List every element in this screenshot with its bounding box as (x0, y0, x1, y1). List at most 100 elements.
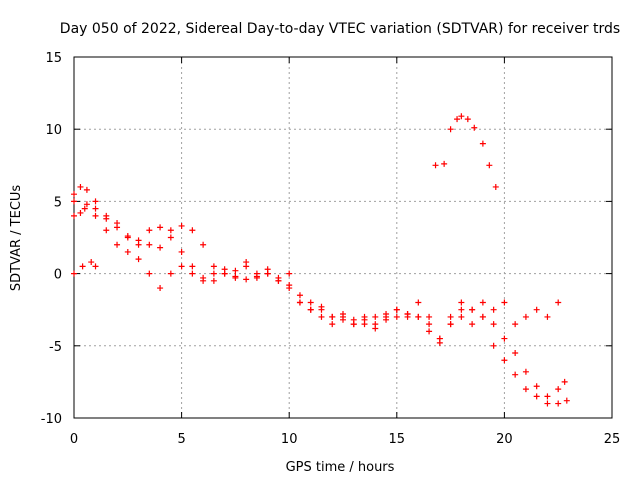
data-point (561, 378, 568, 385)
data-point (167, 234, 174, 241)
series-track-D (71, 259, 99, 277)
data-point (135, 237, 142, 244)
data-point (479, 313, 486, 320)
data-point (92, 212, 99, 219)
data-point (189, 227, 196, 234)
data-point (454, 116, 461, 123)
data-point (232, 267, 239, 274)
data-point (479, 299, 486, 306)
y-axis-label: SDTVAR / TECUs (9, 185, 24, 292)
data-point (296, 292, 303, 299)
data-point (522, 313, 529, 320)
data-point (210, 277, 217, 284)
y-tick-label: -10 (41, 412, 62, 427)
data-point (157, 285, 164, 292)
axis-ticks: 0 5 10 15 20 25 -10 -5 0 5 10 15 (41, 51, 621, 447)
data-point (432, 162, 439, 169)
data-point (350, 321, 357, 328)
data-point (441, 160, 448, 167)
data-point (471, 124, 478, 131)
data-point (458, 113, 465, 120)
data-point (426, 321, 433, 328)
data-point (103, 215, 110, 222)
data-point (447, 126, 454, 133)
data-point (383, 311, 390, 318)
chart-title: Day 050 of 2022, Sidereal Day-to-day VTE… (60, 21, 620, 37)
data-point (501, 299, 508, 306)
data-point (178, 222, 185, 229)
y-tick-label: 10 (45, 123, 62, 138)
plot-frame (73, 56, 613, 419)
data-point (146, 270, 153, 277)
data-point (83, 201, 90, 208)
data-point (189, 270, 196, 277)
data-point (436, 339, 443, 346)
data-point (458, 313, 465, 320)
data-point (555, 299, 562, 306)
x-tick-label: 10 (281, 432, 298, 447)
gridlines (74, 57, 612, 418)
data-point (318, 313, 325, 320)
data-point (157, 244, 164, 251)
data-point (103, 227, 110, 234)
data-point (210, 270, 217, 277)
data-point (264, 270, 271, 277)
series-track-C (71, 198, 570, 407)
data-point (361, 321, 368, 328)
data-point (486, 162, 493, 169)
data-point (490, 342, 497, 349)
data-point (221, 270, 228, 277)
data-point (563, 397, 570, 404)
data-point (501, 357, 508, 364)
data-point (83, 186, 90, 193)
data-point (146, 241, 153, 248)
data-point (522, 368, 529, 375)
data-point (464, 116, 471, 123)
data-point (178, 248, 185, 255)
data-point (544, 400, 551, 407)
data-point (92, 198, 99, 205)
data-point (329, 313, 336, 320)
data-point (512, 371, 519, 378)
data-point (393, 306, 400, 313)
data-point (479, 140, 486, 147)
x-tick-label: 0 (70, 432, 78, 447)
data-point (157, 224, 164, 231)
data-point (114, 241, 121, 248)
data-point (522, 386, 529, 393)
data-point (318, 303, 325, 310)
data-point (533, 393, 540, 400)
data-point (243, 276, 250, 283)
data-point (71, 191, 77, 198)
data-point (404, 311, 411, 318)
data-point (393, 313, 400, 320)
data-point (178, 263, 185, 270)
data-point (296, 299, 303, 306)
y-tick-label: 0 (54, 268, 62, 283)
x-tick-label: 5 (177, 432, 185, 447)
data-point (533, 306, 540, 313)
data-point (275, 274, 282, 281)
data-point (232, 274, 239, 281)
data-point (426, 328, 433, 335)
data-point (286, 282, 293, 289)
data-point (124, 233, 131, 240)
data-point (79, 263, 86, 270)
y-tick-label: -5 (49, 340, 62, 355)
series-track-E (432, 113, 499, 190)
data-point (555, 400, 562, 407)
data-point (243, 259, 250, 266)
data-point (114, 224, 121, 231)
data-point (372, 313, 379, 320)
data-point (135, 256, 142, 263)
data-point (77, 209, 84, 216)
data-point (544, 393, 551, 400)
data-point (167, 270, 174, 277)
data-point (340, 316, 346, 323)
data-point (447, 313, 454, 320)
data-point (458, 306, 465, 313)
data-point (189, 263, 196, 270)
data-points (71, 113, 570, 407)
data-point (533, 383, 540, 390)
